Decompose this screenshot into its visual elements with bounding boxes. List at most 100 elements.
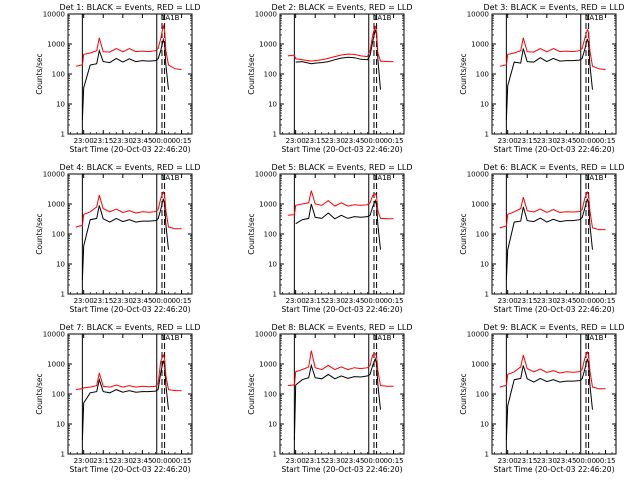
detector-panel-9: Det 9: BLACK = Events, RED = LLD 1 10 100 10… [459,323,624,474]
y-tick-label: 10000 [467,171,489,179]
y-tick-label: 10000 [43,331,65,339]
y-tick-label: 100 [264,71,277,79]
x-tick-label: 23:45 [132,457,152,465]
panel-title: Det 1: BLACK = Events, RED = LLD [60,3,201,12]
x-tick-label: 23:45 [556,137,576,145]
panel-title: Det 4: BLACK = Events, RED = LLD [60,163,201,172]
y-tick-label: 10 [480,261,489,269]
x-tick-label: 23:45 [556,297,576,305]
x-tick-label: 23:00 [74,457,94,465]
x-axis-label: Start Time (20-Oct-03 22:46:20) [493,465,614,474]
events-series-line [293,357,381,440]
y-axis-label: Counts/sec [459,213,468,254]
x-axis-label: Start Time (20-Oct-03 22:46:20) [281,145,402,154]
y-tick-label: 10000 [255,171,277,179]
x-axis-label: Start Time (20-Oct-03 22:46:20) [69,145,190,154]
y-tick-label: 10 [56,421,65,429]
panel-title: Det 9: BLACK = Events, RED = LLD [484,323,625,332]
x-axis-label: Start Time (20-Oct-03 22:46:20) [69,465,190,474]
events-series-line [505,38,593,120]
x-tick-label: 00:15 [383,457,403,465]
y-tick-label: 100 [476,231,489,239]
y-tick-label: 1000 [47,201,65,209]
events-series-line [295,29,381,90]
events-series-line [505,198,593,280]
interval-marker-label: 1A1B [161,14,180,22]
x-tick-label: 23:15 [517,137,537,145]
y-tick-label: 1000 [259,201,277,209]
detector-panel-1: Det 1: BLACK = Events, RED = LLD 1 10 100 10… [35,3,200,154]
lld-series-line [287,190,394,220]
plot-frame [491,13,617,135]
lld-series-line [499,190,606,231]
detector-panel-6: Det 6: BLACK = Events, RED = LLD 1 10 100 10… [459,163,624,314]
y-tick-label: 100 [476,391,489,399]
y-tick-label: 100 [52,391,65,399]
y-axis-label: Counts/sec [35,373,44,414]
y-tick-label: 10 [268,101,277,109]
x-tick-label: 23:45 [132,137,152,145]
x-tick-label: 00:00 [152,457,172,465]
events-series-line [81,37,169,120]
x-tick-label: 23:15 [517,297,537,305]
panel-title: Det 5: BLACK = Events, RED = LLD [272,163,413,172]
y-tick-label: 1 [485,131,489,139]
interval-marker-label: 1A1B [373,334,392,342]
y-tick-label: 100 [264,391,277,399]
x-tick-label: 00:00 [364,137,384,145]
lld-series-line [499,28,606,71]
x-tick-label: 23:00 [286,137,306,145]
x-tick-label: 00:00 [152,297,172,305]
x-tick-label: 23:30 [325,137,345,145]
x-tick-label: 23:00 [498,297,518,305]
y-tick-label: 100 [476,71,489,79]
x-tick-label: 00:15 [595,457,615,465]
interval-marker-label: 1A1B [585,174,604,182]
x-tick-label: 23:30 [113,297,133,305]
x-tick-label: 23:15 [305,297,325,305]
x-tick-label: 23:30 [325,457,345,465]
x-tick-label: 23:30 [113,137,133,145]
x-axis-label: Start Time (20-Oct-03 22:46:20) [281,305,402,314]
y-tick-label: 10 [480,101,489,109]
y-tick-label: 1 [61,291,65,299]
panel-title: Det 8: BLACK = Events, RED = LLD [272,323,413,332]
y-tick-label: 100 [52,71,65,79]
lld-series-line [75,23,182,71]
y-axis-label: Counts/sec [247,213,256,254]
events-series-line [81,198,169,280]
x-tick-label: 23:45 [556,457,576,465]
x-tick-label: 23:45 [344,297,364,305]
y-tick-label: 10000 [467,11,489,19]
y-tick-label: 10000 [255,331,277,339]
y-axis-label: Counts/sec [459,53,468,94]
x-axis-label: Start Time (20-Oct-03 22:46:20) [281,465,402,474]
detector-panel-2: Det 2: BLACK = Events, RED = LLD 1 10 100 10… [247,3,412,154]
x-tick-label: 23:15 [305,457,325,465]
y-tick-label: 100 [52,231,65,239]
plot-frame [491,173,617,295]
detector-panel-3: Det 3: BLACK = Events, RED = LLD 1 10 100 10… [459,3,624,154]
x-tick-label: 23:30 [537,297,557,305]
x-tick-label: 23:15 [305,137,325,145]
plot-frame [67,333,193,455]
lld-series-line [75,353,182,392]
x-axis-label: Start Time (20-Oct-03 22:46:20) [493,145,614,154]
interval-marker-label: 1A1B [161,334,180,342]
x-tick-label: 23:45 [132,297,152,305]
events-series-line [295,199,381,250]
y-tick-label: 1 [61,451,65,459]
detector-panel-5: Det 5: BLACK = Events, RED = LLD 1 10 100 10… [247,163,412,314]
y-tick-label: 100 [264,231,277,239]
x-tick-label: 00:15 [171,457,191,465]
y-tick-label: 10 [268,261,277,269]
y-tick-label: 10000 [43,171,65,179]
y-tick-label: 1000 [47,41,65,49]
panel-title: Det 6: BLACK = Events, RED = LLD [484,163,625,172]
x-tick-label: 23:30 [537,457,557,465]
detector-panel-4: Det 4: BLACK = Events, RED = LLD 1 10 100 10… [35,163,200,314]
interval-marker-label: 1A1B [585,14,604,22]
y-axis-label: Counts/sec [459,373,468,414]
x-tick-label: 23:15 [93,457,113,465]
y-tick-label: 10 [56,101,65,109]
